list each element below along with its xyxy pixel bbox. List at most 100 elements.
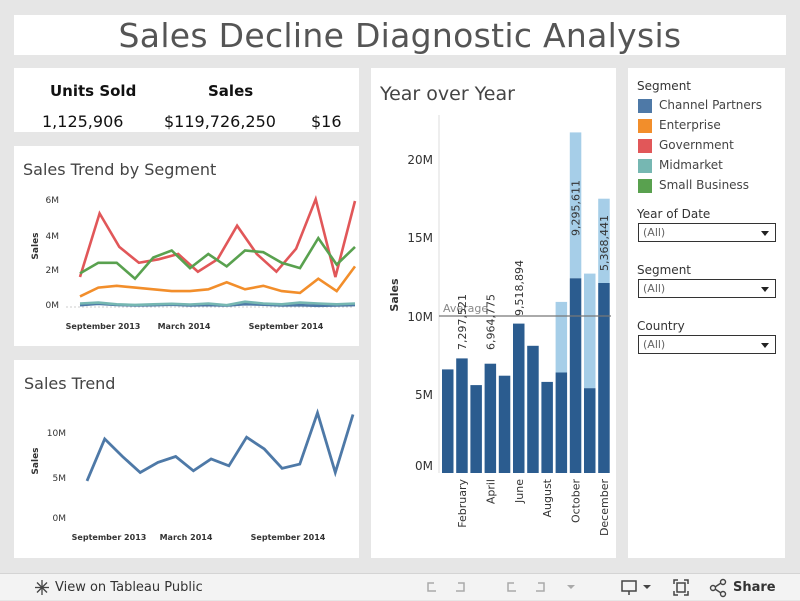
view-on-tableau-public-link[interactable]: View on Tableau Public (55, 580, 203, 595)
chevron-down-icon (761, 231, 769, 236)
series-line[interactable] (79, 300, 356, 307)
y-tick-label: 2M (46, 266, 60, 276)
bar-prior-year[interactable] (584, 273, 596, 389)
kpi-units-sold-value: 1,125,906 (42, 112, 124, 131)
filter-label-year: Year of Date (637, 207, 711, 221)
segment-trend-panel: Sales Trend by Segment Sales 6M 4M 2M 0M… (14, 146, 359, 346)
bar-value-label: 5,368,441 (598, 215, 611, 271)
average-label: Average (443, 302, 488, 315)
footer-icons (35, 578, 727, 598)
redo-icon[interactable] (456, 582, 465, 592)
country-filter-dropdown[interactable]: (All) (638, 335, 776, 354)
footer-toolbar: View on Tableau Public Share (0, 573, 800, 600)
legend-label: Government (659, 138, 734, 152)
sales-trend-chart[interactable]: Sales 10M 5M 0M September 2013 March 201… (14, 360, 359, 558)
x-tick-label: September 2014 (251, 533, 326, 542)
chevron-down-icon (761, 343, 769, 348)
yoy-panel: Year over Year Sales 20M 15M 10M 5M 0M A… (371, 68, 616, 558)
legend-swatch (638, 139, 652, 153)
bar-current-year[interactable] (442, 369, 454, 473)
segment-trend-chart[interactable]: Sales 6M 4M 2M 0M September 2013 March 2… (14, 146, 359, 346)
legend-title: Segment (637, 79, 691, 93)
x-tick-label: September 2013 (66, 322, 141, 331)
bar-current-year[interactable] (598, 283, 610, 473)
segment-filter-dropdown[interactable]: (All) (638, 279, 776, 298)
download-icon[interactable] (621, 580, 637, 595)
fullscreen-icon[interactable] (673, 579, 689, 596)
chevron-down-icon[interactable] (643, 585, 651, 589)
series-line[interactable] (79, 235, 356, 281)
segment-trend-ylabel: Sales (31, 232, 41, 259)
bar-prior-year[interactable] (569, 132, 582, 279)
bar-current-year[interactable] (456, 358, 468, 473)
sales-trend-title: Sales Trend (24, 374, 116, 393)
x-tick-label: March 2014 (158, 322, 211, 331)
bar-prior-year[interactable] (555, 301, 568, 373)
x-tick-label: September 2013 (72, 533, 147, 542)
kpi-sales-label: Sales (208, 82, 254, 100)
yoy-chart[interactable]: Sales 20M 15M 10M 5M 0M Average 7,297,52… (371, 68, 616, 558)
y-tick-label: 5M (415, 388, 433, 402)
legend-swatch (638, 159, 652, 173)
bar-current-year[interactable] (584, 388, 596, 473)
undo-icon[interactable] (427, 582, 436, 592)
x-tick-label: August (541, 478, 554, 517)
revert-icon[interactable] (507, 582, 516, 592)
series-line[interactable] (79, 265, 357, 298)
y-tick-label: 6M (46, 196, 60, 206)
x-tick-label: June (513, 479, 526, 504)
bar-current-year[interactable] (527, 345, 539, 473)
legend-swatch (638, 179, 652, 193)
kpi-profit-value: $16 (311, 112, 342, 131)
sales-trend-line (85, 408, 355, 482)
sales-trend-panel: Sales Trend Sales 10M 5M 0M September 20… (14, 360, 359, 558)
year-filter-dropdown[interactable]: (All) (638, 223, 776, 242)
segment-filter-value: (All) (643, 282, 666, 295)
legend-label: Enterprise (659, 118, 721, 132)
bar-value-label: 7,297,521 (456, 294, 469, 350)
legend-label: Small Business (659, 178, 750, 192)
x-tick-label: September 2014 (249, 322, 324, 331)
bar-current-year[interactable] (569, 278, 582, 473)
segment-lines (78, 194, 357, 308)
segment-trend-title: Sales Trend by Segment (23, 160, 217, 179)
y-tick-label: 0M (415, 459, 433, 473)
y-tick-label: 0M (53, 514, 67, 524)
bar-current-year[interactable] (484, 363, 497, 473)
yoy-title: Year over Year (380, 83, 515, 105)
series-line[interactable] (85, 408, 355, 482)
x-tick-label: April (484, 479, 497, 504)
y-tick-label: 4M (46, 232, 60, 242)
bar-current-year[interactable] (555, 372, 568, 474)
filter-label-country: Country (637, 319, 685, 333)
bar-value-label: 9,518,894 (513, 260, 526, 316)
x-tick-label: March 2014 (160, 533, 213, 542)
chevron-down-icon (761, 287, 769, 292)
share-button[interactable]: Share (733, 580, 776, 595)
dashboard-title-panel: Sales Decline Diagnostic Analysis (14, 15, 786, 55)
x-tick-label: October (570, 479, 583, 523)
sales-trend-ylabel: Sales (31, 447, 41, 474)
share-icon[interactable] (709, 578, 727, 598)
page-title: Sales Decline Diagnostic Analysis (118, 16, 682, 55)
y-tick-label: 15M (407, 231, 433, 245)
controls-panel: Segment Channel Partners Enterprise Govern… (628, 68, 785, 558)
legend-label: Channel Partners (659, 98, 762, 112)
chevron-down-icon[interactable] (567, 585, 575, 589)
bar-prior-year[interactable] (598, 198, 610, 283)
y-tick-label: 10M (47, 429, 66, 439)
yoy-ylabel: Sales (388, 278, 401, 312)
bar-current-year[interactable] (498, 375, 511, 473)
yoy-bars (442, 132, 610, 473)
x-tick-label: December (598, 479, 611, 537)
bar-current-year[interactable] (470, 385, 482, 473)
bar-current-year[interactable] (513, 323, 525, 473)
legend-swatch (638, 99, 652, 113)
x-tick-label: February (456, 479, 469, 528)
yoy-x-ticks: February April June August October December (456, 478, 611, 536)
bar-current-year[interactable] (541, 381, 553, 473)
refresh-icon[interactable] (536, 582, 545, 592)
kpi-units-sold-label: Units Sold (50, 82, 137, 100)
bar-value-label: 9,295,611 (570, 180, 583, 236)
country-filter-value: (All) (643, 338, 666, 351)
